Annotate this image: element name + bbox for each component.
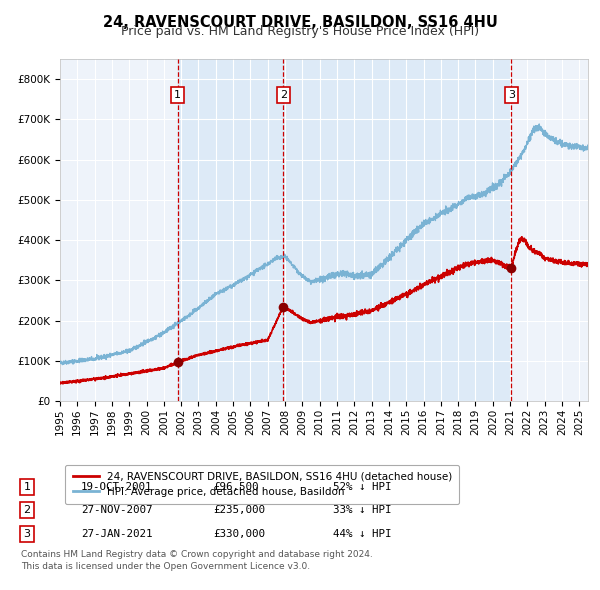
Text: 27-NOV-2007: 27-NOV-2007 [81,506,152,515]
Text: This data is licensed under the Open Government Licence v3.0.: This data is licensed under the Open Gov… [21,562,310,571]
Text: 44% ↓ HPI: 44% ↓ HPI [333,529,392,539]
Text: 24, RAVENSCOURT DRIVE, BASILDON, SS16 4HU: 24, RAVENSCOURT DRIVE, BASILDON, SS16 4H… [103,15,497,30]
Text: £330,000: £330,000 [213,529,265,539]
Legend: 24, RAVENSCOURT DRIVE, BASILDON, SS16 4HU (detached house), HPI: Average price, : 24, RAVENSCOURT DRIVE, BASILDON, SS16 4H… [65,464,460,504]
Text: 27-JAN-2021: 27-JAN-2021 [81,529,152,539]
Text: 1: 1 [23,482,31,491]
Text: 52% ↓ HPI: 52% ↓ HPI [333,482,392,491]
Text: 1: 1 [174,90,181,100]
Text: Price paid vs. HM Land Registry's House Price Index (HPI): Price paid vs. HM Land Registry's House … [121,25,479,38]
Text: 33% ↓ HPI: 33% ↓ HPI [333,506,392,515]
Text: 3: 3 [23,529,31,539]
Bar [178,59,511,401]
Text: 2: 2 [23,506,31,515]
Text: £96,500: £96,500 [213,482,259,491]
Text: Contains HM Land Registry data © Crown copyright and database right 2024.: Contains HM Land Registry data © Crown c… [21,550,373,559]
Text: 2: 2 [280,90,287,100]
Text: £235,000: £235,000 [213,506,265,515]
Text: 3: 3 [508,90,515,100]
Text: 19-OCT-2001: 19-OCT-2001 [81,482,152,491]
